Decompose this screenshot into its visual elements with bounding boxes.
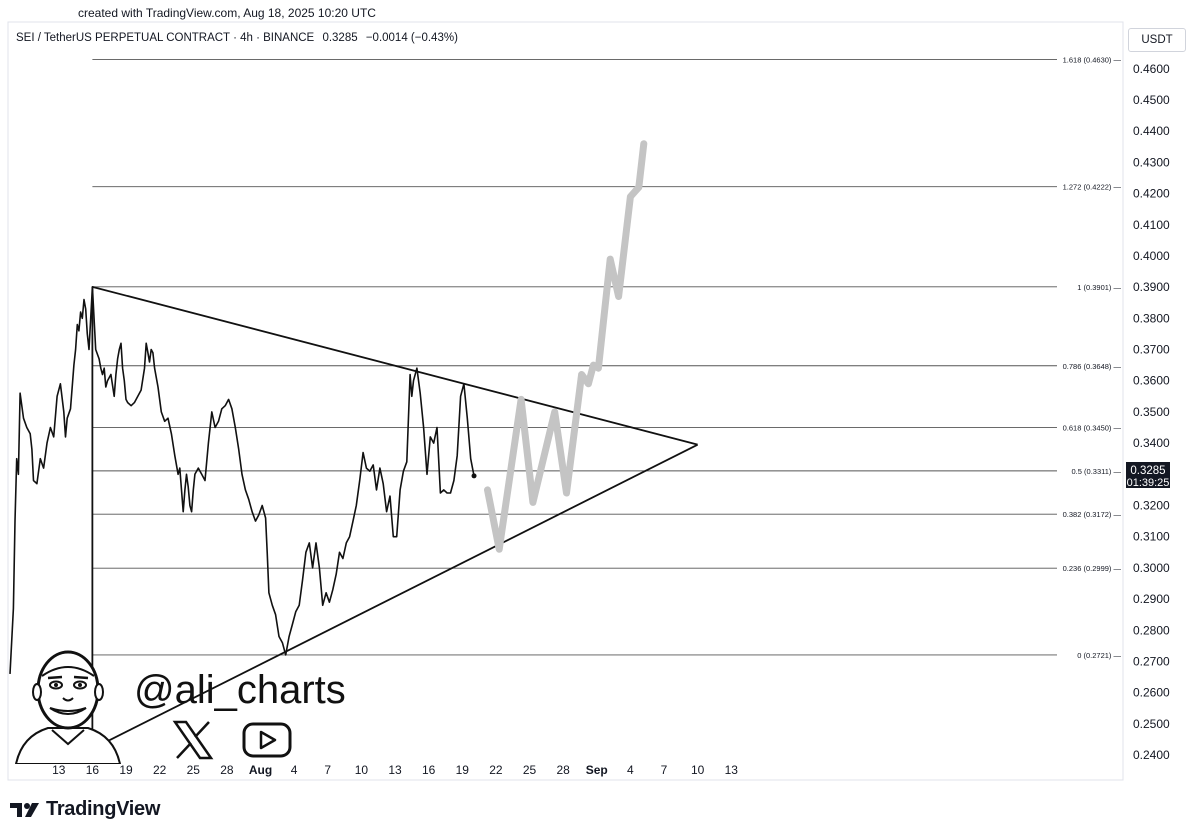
x-tick-label: 22 <box>489 763 503 777</box>
plot-area-border <box>7 21 1124 781</box>
y-tick-label: 0.3100 <box>1133 530 1170 544</box>
price-change: −0.0014 (−0.43%) <box>365 32 458 44</box>
x-logo-icon <box>172 720 214 765</box>
y-tick-label: 0.3500 <box>1133 405 1170 419</box>
fib-level-label: 1 (0.3901) — <box>1077 283 1121 292</box>
symbol-label: SEI / TetherUS PERPETUAL CONTRACT · 4h ·… <box>16 32 315 44</box>
fib-level-label: 1.272 (0.4222) — <box>1063 183 1122 192</box>
avatar <box>8 640 128 769</box>
price-badge <box>1126 462 1170 488</box>
x-tick-label: 13 <box>725 763 739 777</box>
y-tick-label: 0.3700 <box>1133 343 1170 357</box>
x-tick-label: 10 <box>691 763 705 777</box>
x-tick-label: 25 <box>523 763 537 777</box>
y-tick-label: 0.3800 <box>1133 311 1170 325</box>
x-tick-label: 25 <box>187 763 201 777</box>
y-tick-label: 0.4100 <box>1133 218 1170 232</box>
y-tick-label: 0.2400 <box>1133 748 1170 762</box>
y-tick-label: 0.3200 <box>1133 498 1170 512</box>
y-tick-label: 0.3900 <box>1133 280 1170 294</box>
y-tick-label: 0.4000 <box>1133 249 1170 263</box>
y-tick-label: 0.3400 <box>1133 436 1170 450</box>
price-line <box>9 285 475 674</box>
x-tick-label: 7 <box>324 763 331 777</box>
price-badge-countdown: 01:39:25 <box>1127 477 1170 489</box>
triangle-lower-line <box>91 443 699 750</box>
x-tick-label: 16 <box>86 763 100 777</box>
y-tick-label: 0.4200 <box>1133 187 1170 201</box>
y-tick-label: 0.2800 <box>1133 623 1170 637</box>
created-with-caption: created with TradingView.com, Aug 18, 20… <box>78 6 376 20</box>
tradingview-wordmark: TradingView <box>46 798 161 820</box>
tradingview-logo[interactable]: TradingView <box>10 798 160 821</box>
last-price-dot <box>471 473 477 479</box>
fib-level-label: 0.382 (0.3172) — <box>1063 510 1122 519</box>
x-tick-label: 4 <box>627 763 634 777</box>
x-tick-label: 28 <box>220 763 234 777</box>
x-tick-label: 4 <box>291 763 298 777</box>
x-tick-label: 19 <box>456 763 470 777</box>
y-tick-label: 0.4300 <box>1133 155 1170 169</box>
fib-level-label: 0.236 (0.2999) — <box>1063 564 1122 573</box>
x-tick-label: Sep <box>586 763 608 777</box>
x-tick-label: 16 <box>422 763 436 777</box>
tradingview-logo-icon <box>10 802 39 817</box>
x-tick-label: 7 <box>661 763 668 777</box>
fib-level-label: 0.786 (0.3648) — <box>1063 362 1122 371</box>
price-badge-value: 0.3285 <box>1130 465 1165 477</box>
x-tick-label: 13 <box>52 763 66 777</box>
x-tick-label: 10 <box>355 763 369 777</box>
x-tick-label: Aug <box>249 763 272 777</box>
symbol-header: SEI / TetherUS PERPETUAL CONTRACT · 4h ·… <box>16 32 463 44</box>
x-tick-label: 19 <box>119 763 133 777</box>
y-tick-label: 0.4400 <box>1133 124 1170 138</box>
fib-level-label: 1.618 (0.4630) — <box>1063 55 1122 64</box>
fib-level-label: 0.618 (0.3450) — <box>1063 424 1122 433</box>
y-tick-label: 0.2700 <box>1133 654 1170 668</box>
fib-level-label: 0.5 (0.3311) — <box>1072 467 1122 476</box>
fib-level-label: 0 (0.2721) — <box>1077 651 1121 660</box>
y-tick-label: 0.2600 <box>1133 686 1170 700</box>
x-tick-label: 22 <box>153 763 167 777</box>
currency-button[interactable]: USDT <box>1128 28 1186 52</box>
last-price: 0.3285 <box>322 32 358 44</box>
x-tick-label: 28 <box>556 763 570 777</box>
y-tick-label: 0.2500 <box>1133 717 1170 731</box>
y-tick-label: 0.4600 <box>1133 62 1170 76</box>
y-tick-label: 0.3000 <box>1133 561 1170 575</box>
watermark-handle: @ali_charts <box>134 668 346 712</box>
projected-path <box>484 140 648 553</box>
x-tick-label: 13 <box>388 763 402 777</box>
triangle-upper-line <box>92 285 698 446</box>
y-tick-label: 0.4500 <box>1133 93 1170 107</box>
y-tick-label: 0.2900 <box>1133 592 1170 606</box>
y-tick-label: 0.3600 <box>1133 374 1170 388</box>
youtube-logo-icon <box>242 722 292 763</box>
